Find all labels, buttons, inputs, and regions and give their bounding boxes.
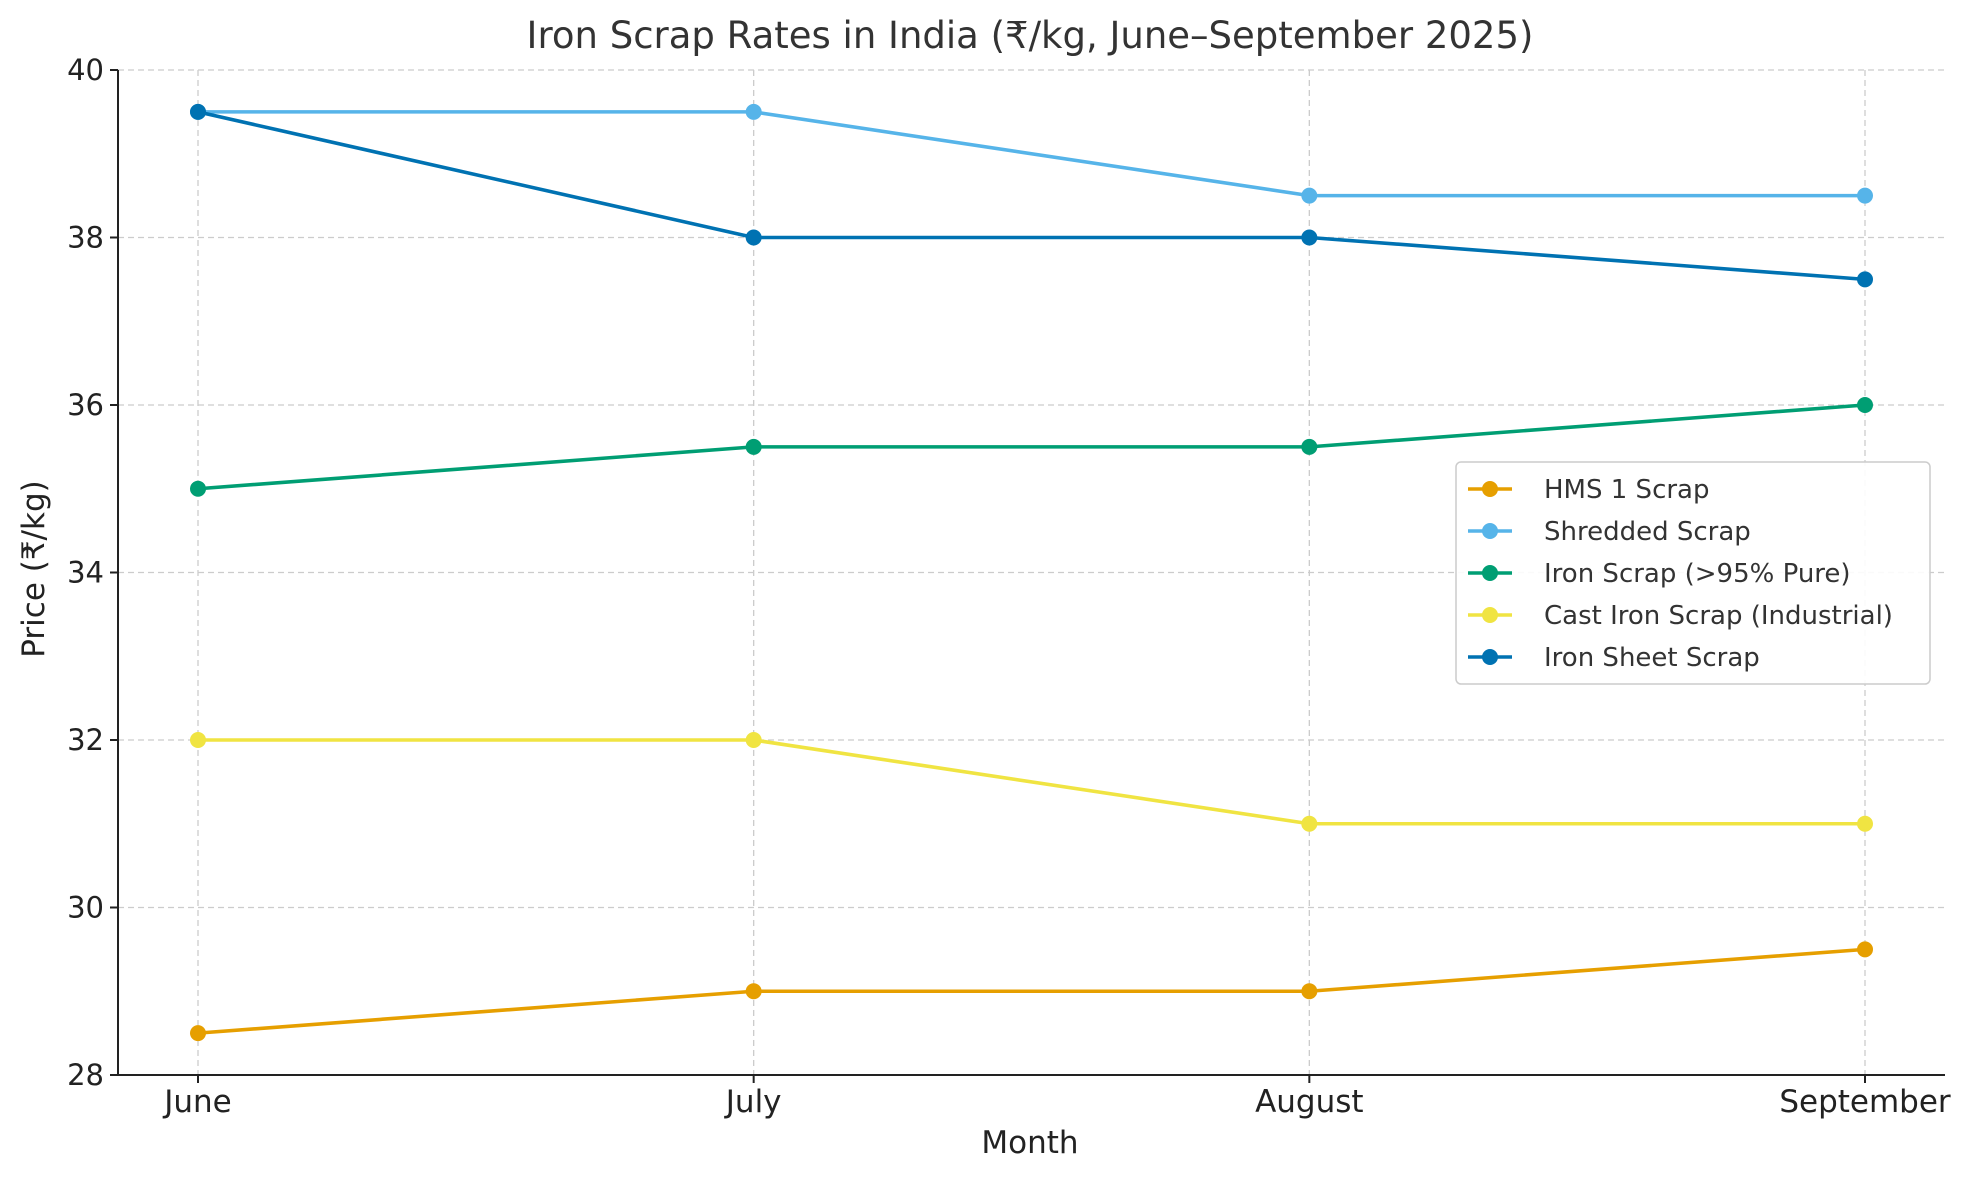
x-tick-label: July xyxy=(724,1084,782,1120)
data-point xyxy=(1301,815,1318,832)
y-tick-label: 40 xyxy=(67,53,104,87)
data-point xyxy=(745,229,762,246)
series-line xyxy=(198,738,1865,826)
series-4 xyxy=(190,732,1873,832)
data-point xyxy=(745,983,762,1000)
series-lines xyxy=(190,103,1873,1042)
tick-labels: 28 30 32 34 36 38 40 June July August September xyxy=(67,53,1951,1120)
legend-swatch-marker xyxy=(1482,565,1498,581)
legend-item: Cast Iron Scrap (Industrial) xyxy=(1468,601,1893,631)
y-tick-label: 28 xyxy=(67,1058,104,1092)
legend-label: Shredded Scrap xyxy=(1544,517,1751,547)
series-5 xyxy=(190,103,1873,288)
series-line xyxy=(197,947,1866,1035)
legend-box xyxy=(1455,461,1931,685)
legend-label: HMS 1 Scrap xyxy=(1544,475,1709,505)
legend-item: HMS 1 Scrap xyxy=(1468,475,1709,505)
y-tick-label: 32 xyxy=(67,723,104,757)
series-line xyxy=(198,110,1865,198)
legend-label: Cast Iron Scrap (Industrial) xyxy=(1544,601,1893,631)
data-point xyxy=(745,732,762,748)
y-tick-label: 38 xyxy=(67,221,104,255)
x-tick-label: June xyxy=(162,1084,232,1120)
legend-swatch-marker xyxy=(1482,523,1498,539)
data-point xyxy=(1857,941,1873,958)
legend: HMS 1 Scrap Shredded Scrap Iron Scrap (>95… xyxy=(1455,461,1931,685)
series-line xyxy=(197,403,1866,491)
y-tick-label: 36 xyxy=(67,388,104,422)
y-tick-label: 30 xyxy=(67,891,104,925)
legend-swatch-marker xyxy=(1482,481,1498,497)
data-point xyxy=(745,103,762,120)
data-point xyxy=(1857,815,1873,832)
data-point xyxy=(1301,229,1318,246)
data-point xyxy=(1301,983,1318,1000)
legend-item: Shredded Scrap xyxy=(1468,517,1751,547)
x-tick-label: September xyxy=(1779,1084,1951,1120)
data-point xyxy=(190,103,206,120)
legend-swatch-marker xyxy=(1482,649,1498,665)
legend-swatch-marker xyxy=(1482,607,1498,623)
data-point xyxy=(745,438,762,455)
legend-label: Iron Sheet Scrap xyxy=(1544,643,1760,673)
data-point xyxy=(1301,438,1318,455)
series-2 xyxy=(190,103,1873,204)
y-tick-label: 34 xyxy=(67,556,104,590)
series-3 xyxy=(190,397,1873,497)
data-point xyxy=(1857,187,1873,204)
chart-title: Iron Scrap Rates in India (₹/kg, June–Se… xyxy=(527,14,1534,57)
data-point xyxy=(190,1025,206,1042)
series-1 xyxy=(190,941,1873,1042)
data-point xyxy=(190,732,206,748)
x-tick-label: August xyxy=(1255,1084,1364,1120)
data-point xyxy=(1857,397,1873,413)
data-point xyxy=(190,480,206,497)
series-line xyxy=(197,110,1866,282)
data-point xyxy=(1301,187,1318,204)
y-axis-label: Price (₹/kg) xyxy=(16,480,52,657)
legend-item: Iron Scrap (>95% Pure) xyxy=(1468,559,1851,589)
data-point xyxy=(1857,271,1873,288)
legend-label: Iron Scrap (>95% Pure) xyxy=(1544,559,1851,589)
legend-item: Iron Sheet Scrap xyxy=(1468,643,1760,673)
x-axis-label: Month xyxy=(981,1125,1078,1161)
